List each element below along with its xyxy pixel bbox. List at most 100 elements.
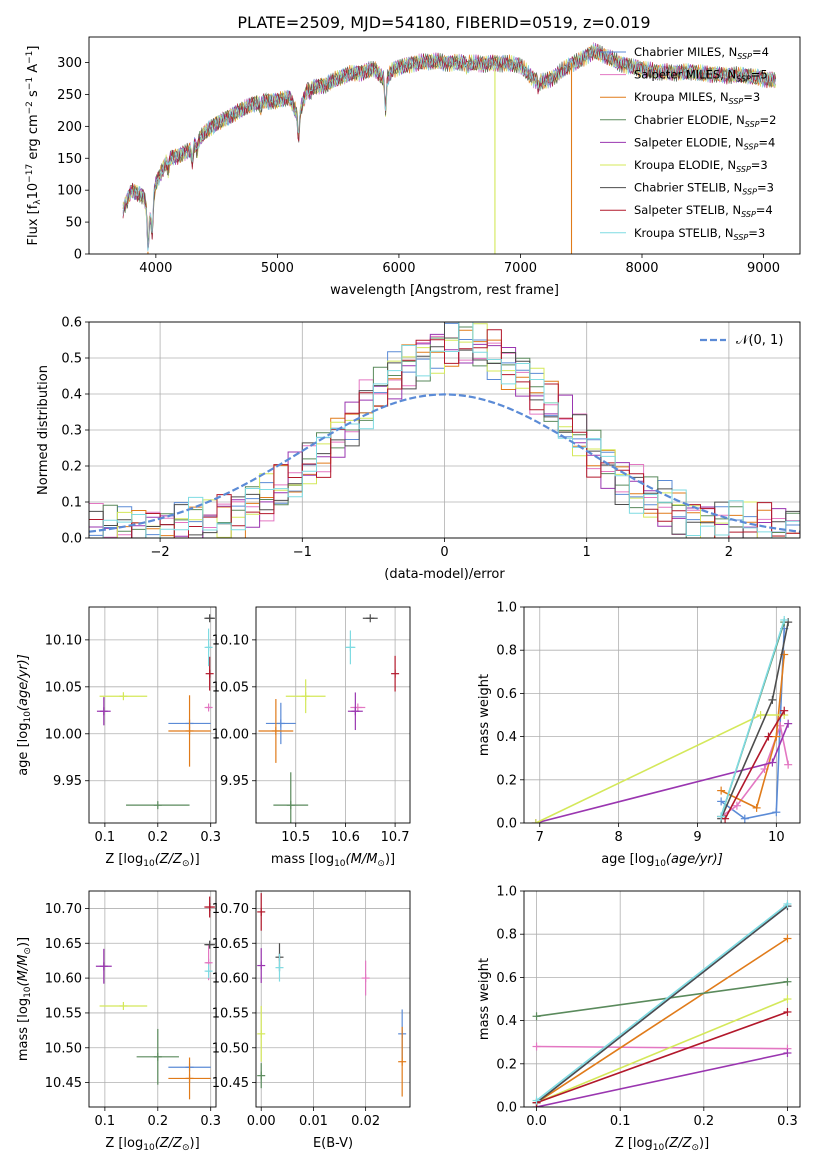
x-tick-label: 0.3 (200, 1114, 221, 1129)
legend-label: Salpeter STELIB, NSSP=4 (634, 203, 773, 219)
x-tick-label: 0.02 (351, 1114, 380, 1129)
label-part: 10 (143, 1143, 155, 1153)
legend-text: =4 (756, 203, 773, 217)
y-tick-label: 100 (57, 184, 82, 199)
legend-text: =3 (743, 90, 760, 104)
x-tick-label: −1 (293, 545, 312, 560)
legend-sub: SSP (737, 52, 752, 61)
legend-text: =4 (758, 135, 775, 149)
label-part: (Z/Z (664, 1136, 692, 1151)
x-tick-label: 0.0 (526, 1114, 547, 1129)
label-part: Z [log (105, 852, 143, 867)
label-part: age [log (16, 723, 31, 776)
x-tick-label: 10.6 (331, 830, 360, 845)
residuals-panel: −2 −1 0 1 2 0.0 0.1 0.2 0.3 0.4 0.5 0.6 𝒩(0, 1) (data… (36, 316, 801, 582)
label-part: ⊙ (182, 859, 190, 869)
x-axis-label: (data-model)/error (384, 567, 505, 582)
y-axis-label: mass [log10(M/M⊙)] (16, 937, 33, 1061)
axes-frame (88, 890, 217, 1108)
label-part: ⊙ (691, 1143, 699, 1153)
legend-label: Kroupa MILES, NSSP=3 (634, 90, 760, 106)
y-axis-label: mass weight (477, 674, 492, 756)
plot-area (531, 615, 793, 823)
y-tick-label: 10.10 (45, 633, 82, 648)
mass-weight-line (720, 619, 785, 817)
mass-weight-line (536, 1011, 788, 1104)
legend-label: Kroupa ELODIE, NSSP=3 (634, 158, 768, 174)
y-tick-label: 0.8 (496, 644, 517, 659)
x-tick-label: 5000 (261, 261, 294, 276)
y-tick-label: 0.4 (61, 388, 82, 403)
label-part: λ (33, 199, 43, 205)
legend-text: Kroupa MILES, N (634, 90, 729, 104)
label-part: Z [log (615, 1136, 653, 1151)
y-tick-label: 0.4 (496, 1014, 517, 1029)
plot-area (257, 893, 407, 1097)
y-tick-label: 10.70 (45, 902, 82, 917)
y-tick-label: 10.00 (45, 727, 82, 742)
axes-frame (88, 606, 217, 824)
axes-frame (255, 890, 411, 1108)
mass-weight-line (536, 937, 788, 1104)
x-tick-label: 0.2 (693, 1114, 714, 1129)
label-part: ⊙ (377, 859, 385, 869)
label-part: (age/yr)] (16, 654, 31, 711)
y-tick-label: 0.2 (496, 773, 517, 788)
x-tick-label: 0.3 (777, 1114, 798, 1129)
y-tick-label: 0.3 (61, 424, 82, 439)
y-tick-label: 0.2 (61, 460, 82, 475)
legend-label: Chabrier ELODIE, NSSP=2 (634, 113, 776, 129)
legend-sub: SSP (745, 120, 760, 129)
label-part: Flux [f (26, 204, 41, 245)
mass-weight-line (536, 1052, 788, 1107)
y-tick-label: 10.50 (212, 1041, 249, 1056)
mass-weight-line (536, 980, 788, 1018)
x-tick-label: 9000 (747, 261, 780, 276)
x-tick-label: 8000 (625, 261, 658, 276)
legend-text: Chabrier MILES, N (634, 45, 737, 59)
y-tick-label: 9.95 (220, 774, 249, 789)
label-part: (Z/Z (155, 852, 183, 867)
y-tick-label: 0.6 (496, 971, 517, 986)
label-part: 10 (23, 986, 33, 998)
x-tick-label: 8 (614, 830, 622, 845)
legend-text: =4 (752, 45, 769, 59)
label-part: −2 (25, 101, 35, 114)
y-tick-label: 200 (57, 120, 82, 135)
legend-sub: SSP (734, 233, 749, 242)
legend-sub: SSP (741, 210, 756, 219)
y-tick-label: 0 (74, 248, 82, 263)
label-part: mass [log (16, 998, 31, 1061)
mass-vs-ebv-panel: 0.00 0.01 0.02 10.45 10.50 10.55 10.60 10.65 10.… (212, 890, 411, 1151)
x-tick-label: 1 (583, 545, 591, 560)
x-tick-label: 0.1 (95, 1114, 116, 1129)
label-part: 10 (143, 859, 155, 869)
label-part: Z [log (105, 1136, 143, 1151)
y-axis-label: Normed distribution (36, 365, 51, 495)
y-tick-label: 0.6 (496, 687, 517, 702)
y-tick-label: 0.4 (496, 730, 517, 745)
histogram-step (89, 322, 800, 538)
legend-text: Kroupa STELIB, N (634, 226, 734, 240)
x-tick-label: 7 (536, 830, 544, 845)
legend-text: =3 (751, 158, 768, 172)
legend-sub: SSP (744, 142, 759, 151)
x-tick-label: 10.5 (281, 830, 310, 845)
mass-weight-line (535, 723, 789, 823)
label-part: ⊙ (23, 947, 33, 955)
label-part: s (26, 90, 41, 101)
y-tick-label: 9.95 (53, 774, 82, 789)
age-vs-mass-panel: 10.5 10.6 10.7 9.95 10.00 10.05 10.10 mass [log… (212, 606, 411, 869)
y-tick-label: 300 (57, 56, 82, 71)
label-part: (Z/Z (155, 1136, 183, 1151)
y-axis-label: Flux [fλ10−17 erg cm−2 s−1 A−1] (25, 46, 43, 246)
normal-curve (89, 393, 800, 533)
y-tick-label: 10.60 (45, 972, 82, 987)
label-part: mass [log (271, 852, 334, 867)
y-tick-label: 10.65 (212, 937, 249, 952)
legend-label: Salpeter ELODIE, NSSP=4 (634, 135, 775, 151)
x-tick-label: 0.3 (200, 830, 221, 845)
x-axis-label: E(B-V) (313, 1136, 353, 1151)
plot-area (532, 899, 792, 1107)
